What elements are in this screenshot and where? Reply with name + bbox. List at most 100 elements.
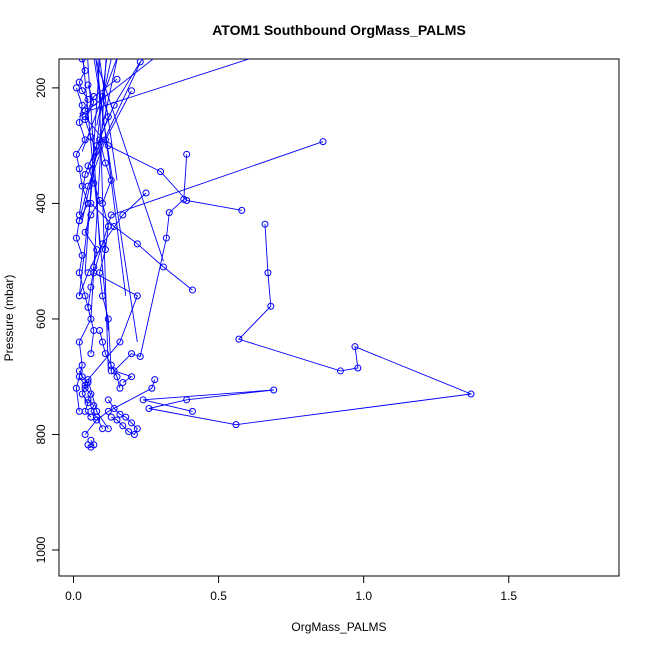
data-point: [319, 138, 327, 146]
data-point: [107, 176, 115, 184]
data-point: [87, 283, 95, 291]
data-point: [354, 364, 362, 372]
data-point: [84, 199, 92, 207]
data-point: [72, 384, 80, 392]
data-point: [84, 303, 92, 311]
data-point: [104, 223, 112, 231]
data-point: [136, 59, 144, 66]
data-point: [238, 206, 246, 214]
data-point: [104, 407, 112, 415]
fan-line: [99, 59, 118, 181]
data-point: [93, 147, 101, 155]
data-point: [133, 425, 141, 433]
data-point: [81, 136, 89, 144]
data-point: [113, 75, 121, 83]
data-point: [110, 367, 118, 375]
data-point: [116, 410, 124, 418]
data-point: [104, 113, 112, 121]
data-point: [264, 269, 272, 277]
data-point: [110, 404, 118, 412]
data-point: [467, 390, 475, 398]
data-point: [99, 240, 107, 248]
data-point: [159, 263, 167, 271]
data-point: [87, 413, 95, 421]
fan-line: [82, 59, 109, 331]
data-point: [116, 384, 124, 392]
data-point: [96, 326, 104, 334]
data-point: [188, 407, 196, 415]
data-point: [136, 352, 144, 360]
data-point: [113, 373, 121, 381]
data-point: [99, 425, 107, 433]
data-point: [162, 234, 170, 242]
data-point: [99, 93, 107, 101]
y-tick-label: 400: [34, 193, 48, 213]
data-point: [78, 390, 86, 398]
data-point: [81, 107, 89, 115]
data-point: [235, 335, 243, 343]
data-point: [87, 390, 95, 398]
x-tick-label: 0.5: [210, 589, 227, 603]
data-point: [75, 269, 83, 277]
data-point: [81, 116, 89, 124]
fan-line: [87, 59, 143, 175]
data-point: [72, 84, 80, 92]
data-point: [183, 150, 191, 158]
data-point: [78, 182, 86, 190]
data-point: [351, 343, 359, 351]
data-point: [139, 396, 147, 404]
data-point: [87, 436, 95, 444]
data-point: [270, 386, 278, 394]
data-point: [87, 350, 95, 358]
data-point: [78, 101, 86, 109]
data-point: [81, 381, 89, 389]
data-point: [101, 246, 109, 254]
y-tick-label: 600: [34, 309, 48, 329]
data-point: [96, 136, 104, 144]
data-point: [96, 269, 104, 277]
data-point: [119, 211, 127, 219]
data-point: [81, 228, 89, 236]
data-point: [90, 179, 98, 187]
fan-line: [81, 59, 118, 152]
data-point: [151, 376, 159, 384]
series-line-5: [78, 192, 147, 296]
x-axis: 0.0 0.5 1.0 1.5: [65, 576, 517, 603]
data-point: [165, 209, 173, 217]
x-axis-label: OrgMass_PALMS: [291, 620, 386, 634]
data-point: [75, 217, 83, 225]
data-point: [75, 338, 83, 346]
series-line-16: [78, 376, 92, 418]
fan-line: [79, 59, 251, 115]
data-point: [75, 165, 83, 173]
data-point: [84, 399, 92, 407]
y-axis: 200 400 600 800 1000: [34, 78, 59, 563]
data-point: [107, 413, 115, 421]
data-point: [232, 421, 240, 429]
data-point: [72, 150, 80, 158]
data-point: [81, 67, 89, 75]
data-point: [81, 430, 89, 438]
data-point: [116, 338, 124, 346]
data-point: [84, 95, 92, 103]
y-tick-label: 1000: [34, 536, 48, 563]
y-axis-label: Pressure (mbar): [2, 275, 16, 362]
x-tick-label: 0.0: [65, 589, 82, 603]
data-point: [180, 195, 188, 203]
plot-area: [72, 59, 475, 451]
data-point: [75, 78, 83, 86]
data-point: [107, 211, 115, 219]
series-line-0: [87, 141, 324, 429]
series-line-10: [84, 84, 101, 354]
data-point: [90, 402, 98, 410]
data-point: [128, 419, 136, 427]
data-point: [101, 350, 109, 358]
data-point: [99, 199, 107, 207]
data-point: [84, 162, 92, 170]
data-point: [125, 428, 133, 436]
series-line-15: [78, 59, 89, 112]
data-point: [110, 101, 118, 109]
chart-title: ATOM1 Southbound OrgMass_PALMS: [212, 22, 466, 38]
data-point: [104, 142, 112, 150]
